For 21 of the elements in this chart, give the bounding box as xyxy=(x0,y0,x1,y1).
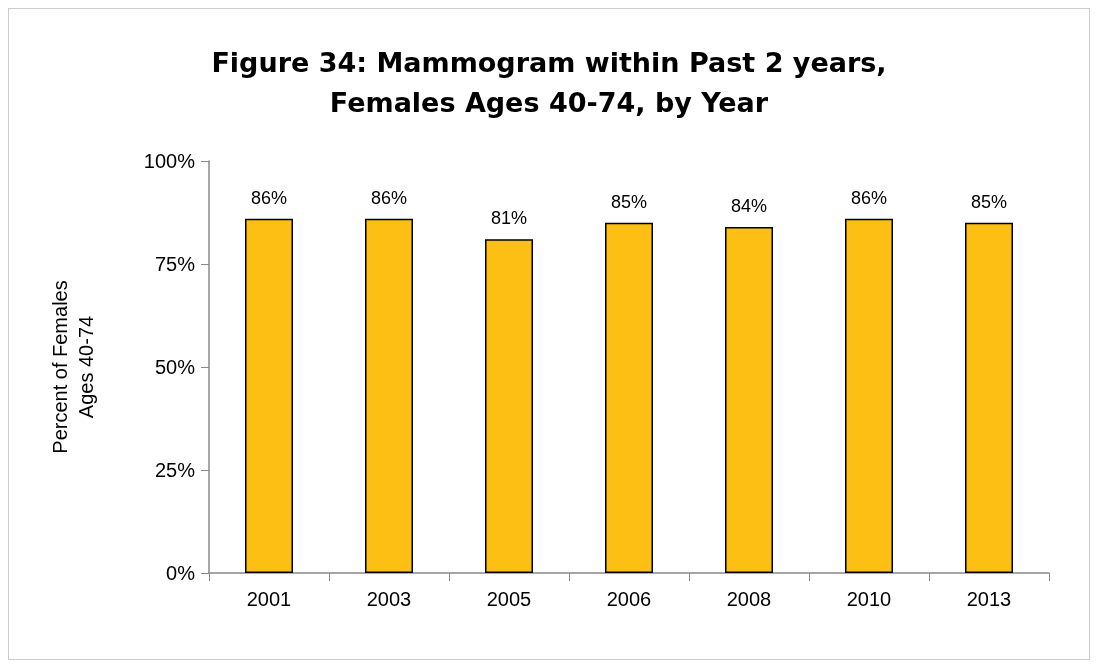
data-label: 85% xyxy=(970,191,1008,212)
y-tick-label: 50% xyxy=(154,356,196,378)
y-tick-label: 25% xyxy=(154,459,196,481)
data-label: 86% xyxy=(250,187,288,208)
x-tick-label: 2001 xyxy=(246,588,292,610)
x-tick-label: 2003 xyxy=(366,588,412,610)
data-label: 86% xyxy=(850,187,888,208)
y-tick-label: 0% xyxy=(166,562,196,584)
data-label: 81% xyxy=(490,208,528,229)
x-tick-label: 2010 xyxy=(846,588,892,610)
y-tick-label: 75% xyxy=(154,253,196,275)
chart-title: Figure 34: Mammogram within Past 2 years, Females Ages 40-74, by Year xyxy=(211,46,887,118)
y-axis-title: Percent of Females Ages 40-74 xyxy=(49,280,97,454)
x-tick-label: 2008 xyxy=(726,588,772,610)
y-tick-label: 100% xyxy=(143,150,196,172)
data-label: 85% xyxy=(610,191,648,212)
x-tick-label: 2005 xyxy=(486,588,532,610)
data-label: 86% xyxy=(370,187,408,208)
x-tick-label: 2006 xyxy=(606,588,652,610)
data-label: 84% xyxy=(730,195,768,216)
x-tick-label: 2013 xyxy=(966,588,1012,610)
